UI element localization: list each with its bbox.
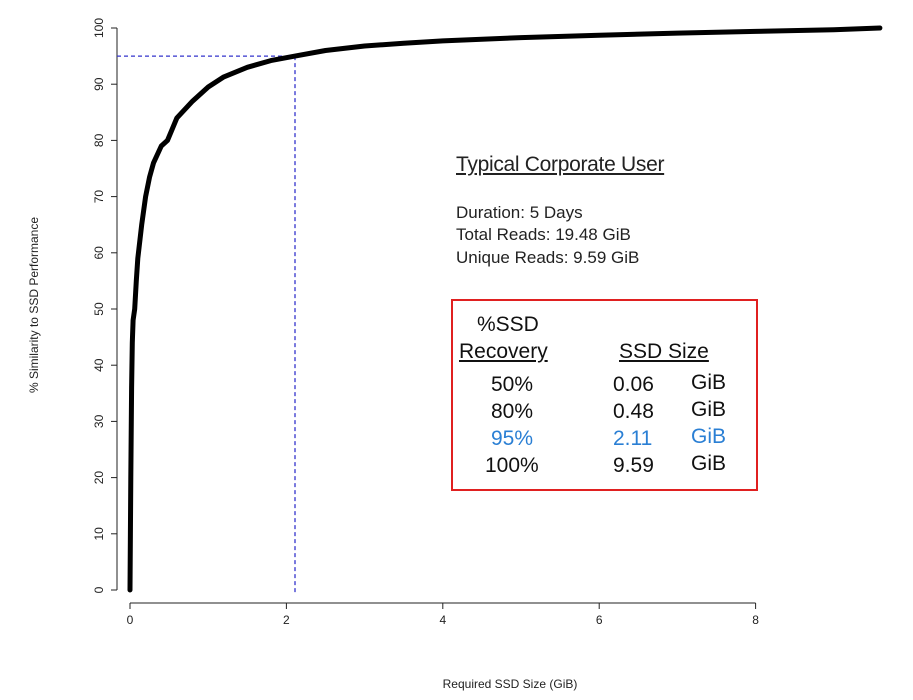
y-tick-label: 30	[92, 414, 106, 428]
row-1-unit: GiB	[691, 371, 727, 394]
x-tick-label: 2	[283, 613, 290, 627]
row-4-size: 9.59	[613, 454, 654, 477]
y-tick-label: 10	[92, 527, 106, 541]
row-2-size: 0.48	[613, 400, 654, 423]
row-2-pct: 80%	[491, 400, 534, 423]
header-pct-line2: Recovery	[459, 340, 548, 363]
reference-lines	[117, 55, 296, 595]
series-line	[127, 25, 883, 593]
y-tick-label: 60	[92, 246, 106, 260]
row-4-unit: GiB	[691, 452, 727, 475]
ssd-recovery-table: %SSD Recovery SSD Size 50% 0.06 GiB 80% …	[451, 299, 758, 491]
y-tick-label: 0	[92, 586, 106, 593]
row-3-pct: 95%	[491, 427, 534, 450]
x-tick-label: 8	[752, 613, 759, 627]
x-axis-title: Required SSD Size (GiB)	[443, 677, 578, 691]
y-tick-label: 90	[92, 77, 106, 91]
info-unique-reads: Unique Reads: 9.59 GiB	[456, 248, 640, 267]
row-2-unit: GiB	[691, 398, 727, 421]
row-3-size: 2.11	[613, 427, 653, 450]
x-tick-label: 4	[439, 613, 446, 627]
y-tick-label: 80	[92, 133, 106, 147]
row-1-pct: 50%	[491, 373, 534, 396]
row-4-pct: 100%	[485, 454, 539, 477]
y-tick-label: 70	[92, 190, 106, 204]
y-tick-label: 50	[92, 302, 106, 316]
header-ssd-size: SSD Size	[619, 340, 709, 363]
y-tick-label: 100	[92, 18, 106, 38]
axes: 0 10 20 30 40 50 60 70 80 90 100 0 2 4 6 8	[92, 18, 759, 627]
y-tick-label: 40	[92, 358, 106, 372]
y-tick-label: 20	[92, 471, 106, 485]
info-title: Typical Corporate User	[456, 153, 665, 176]
x-tick-label: 0	[127, 613, 134, 627]
x-tick-label: 6	[596, 613, 603, 627]
y-axis-title: % Similarity to SSD Performance	[27, 217, 41, 393]
series-layer	[127, 25, 883, 593]
row-1-size: 0.06	[613, 373, 654, 396]
row-3-unit: GiB	[691, 425, 727, 448]
info-duration: Duration: 5 Days	[456, 203, 583, 222]
header-pct-line1: %SSD	[477, 313, 539, 336]
info-total-reads: Total Reads: 19.48 GiB	[456, 225, 631, 244]
